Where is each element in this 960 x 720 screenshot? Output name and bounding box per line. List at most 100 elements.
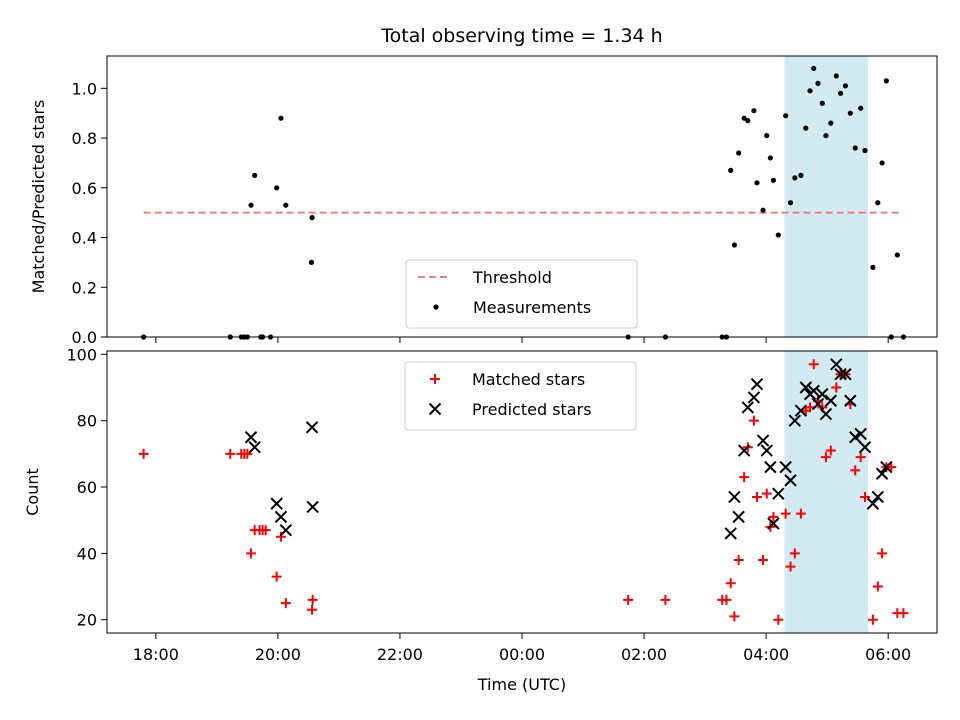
legend-measurement-swatch [433,304,439,310]
measurement-point [823,132,829,139]
x-tick-label: 04:00 [743,645,789,664]
predicted-star-point [306,500,319,514]
measurement-point [870,264,876,270]
matched-star-point [898,608,909,619]
measurement-point [837,90,844,96]
matched-star-point [872,581,883,592]
matched-star-point [733,555,744,566]
measurement-point [819,100,825,106]
x-tick-label: 20:00 [255,645,301,664]
predicted-star-point [279,523,293,537]
predicted-star-point [811,397,825,411]
matched-star-point [855,452,866,463]
y-tick-label: 20 [77,611,97,630]
measurement-point [883,78,889,84]
measurement-point [803,125,809,131]
measurement-point [858,105,864,111]
bottom-y-axis-label: Count [23,468,42,516]
y-tick-label: 0.6 [72,179,97,198]
matched-star-point [739,472,750,483]
predicted-star-point [728,490,741,504]
predicted-star-point [880,460,893,474]
predicted-star-point [839,368,852,381]
chart-title: Total observing time = 1.34 h [380,25,662,47]
measurement-point [862,147,868,154]
measurement-point [754,180,760,186]
measurement-point [811,65,817,72]
matched-star-point [761,488,772,499]
highlight-span [784,351,869,633]
measurement-point [807,88,813,94]
predicted-star-point [244,431,258,444]
measurement-point [741,115,747,121]
y-tick-label: 60 [77,478,97,497]
x-axis-label: Time (UTC) [477,675,566,694]
matched-star-point [138,448,149,459]
matched-star-point [886,462,897,473]
measurement-point [274,185,280,191]
matched-star-point [780,508,791,519]
measurement-point [783,113,789,119]
matched-star-point [729,611,740,622]
predicted-star-point [750,377,764,391]
measurement-point [731,242,737,248]
predicted-star-point [875,467,889,480]
measurement-point [278,115,284,121]
measurement-point [798,172,804,178]
legend-box [404,361,637,431]
predicted-star-point [764,460,777,474]
measurement-point [309,215,315,221]
predicted-star-point [866,497,880,510]
matched-star-point [789,548,800,559]
matched-star-point [307,594,318,605]
legend-label: Matched stars [472,370,585,389]
measurement-point [792,175,798,181]
legend-box [405,259,638,329]
matched-star-point [795,508,806,519]
matched-star-point [623,594,634,605]
y-tick-label: 1.0 [72,79,97,98]
legend-label: Threshold [472,268,552,287]
measurement-point [879,160,885,166]
predicted-star-point [756,434,770,447]
matched-star-point [271,571,282,582]
matched-star-point [768,511,779,522]
predicted-star-point [824,394,838,407]
predicted-star-point [788,414,802,427]
measurement-point [894,252,900,258]
predicted-star-point [741,401,755,414]
bottom-panel: Count 18:00 20:00 22:00 00:00 02:00 04:00 06:0… [23,345,938,664]
legend: Matched stars Predicted stars [404,361,637,431]
measurement-point [828,120,834,126]
x-tick-label: 18:00 [133,645,179,664]
predicted-star-point [844,394,857,407]
matched-star-point [260,525,271,536]
x-tick-label: 06:00 [865,645,911,664]
matched-star-point [725,578,736,589]
measurement-point [736,150,742,156]
predicted-star-point [747,391,761,404]
matched-star-point [820,452,831,463]
matched-star-point [280,598,291,609]
predicted-star-point [799,381,812,394]
x-tick-label: 02:00 [621,645,667,664]
measurement-point [283,202,289,208]
matched-star-point [721,594,732,605]
measurement-point [252,172,258,178]
predicted-star-point [871,490,885,504]
measurement-point [815,80,821,86]
matched-star-point [808,359,819,370]
matched-star-point [751,491,762,502]
predicted-star-point [854,427,867,441]
x-tick-label: 22:00 [377,645,423,664]
predicted-star-point [767,517,780,530]
predicted-star-point [830,358,843,371]
legend-label: Measurements [473,298,591,317]
measurement-point [764,132,770,139]
predicted-star-point [274,510,288,524]
measurement-point [728,167,734,173]
measurement-point [751,108,757,114]
y-tick-label: 100 [66,345,97,364]
predicted-star-point [270,497,283,510]
